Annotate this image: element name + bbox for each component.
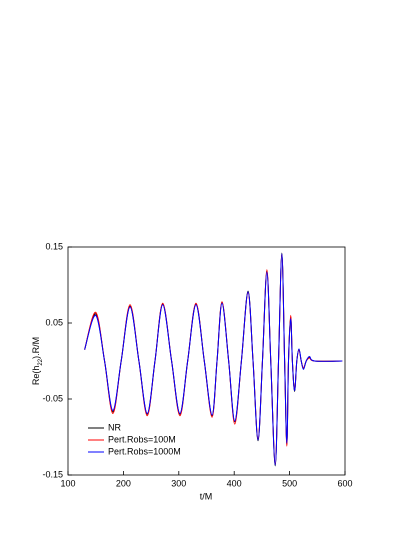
data-line xyxy=(84,253,343,466)
x-axis-label: t/M xyxy=(200,491,213,501)
legend-label: NR xyxy=(108,422,121,432)
legend-label: Pert.Robs=1000M xyxy=(108,446,181,456)
x-tick-label: 500 xyxy=(282,478,297,488)
y-label-part: Re(h xyxy=(31,366,41,386)
y-label-part: ).R/M xyxy=(31,337,41,359)
y-tick-label: -0.15 xyxy=(42,469,63,479)
y-label-sub: 22 xyxy=(38,358,44,365)
x-tick-label: 100 xyxy=(60,478,75,488)
y-tick-label: 0.05 xyxy=(45,317,63,327)
x-tick-label: 400 xyxy=(227,478,242,488)
plot-frame xyxy=(67,246,346,476)
data-line xyxy=(84,254,343,465)
legend-label: Pert.Robs=100M xyxy=(108,434,176,444)
x-tick-label: 200 xyxy=(116,478,131,488)
x-tick-label: 600 xyxy=(337,478,352,488)
y-tick-label: 0.15 xyxy=(45,241,63,251)
x-tick-label: 300 xyxy=(171,478,186,488)
y-axis-label: Re(h22).R/M xyxy=(31,337,43,385)
y-tick-label: -0.05 xyxy=(42,393,63,403)
